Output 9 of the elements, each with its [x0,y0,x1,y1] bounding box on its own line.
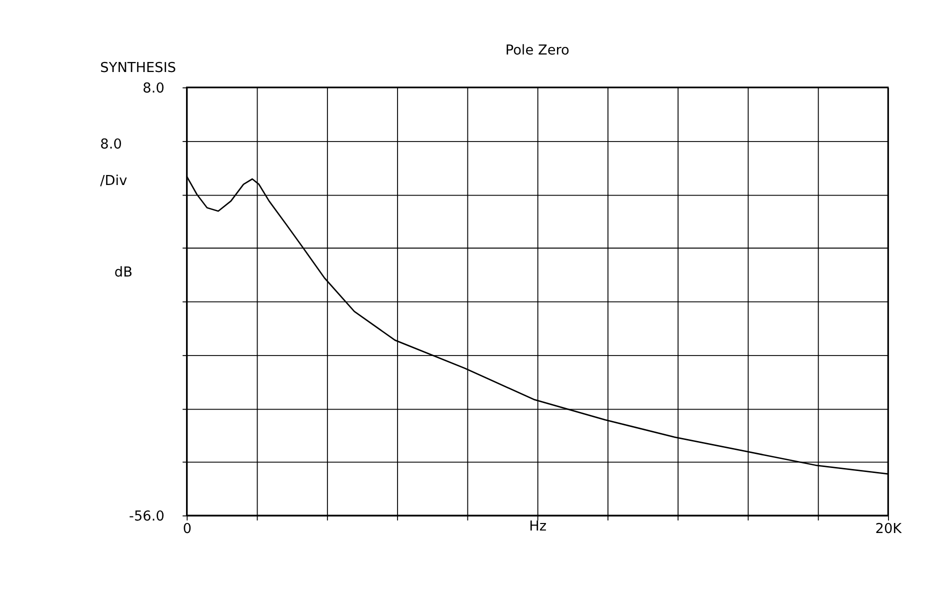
y-tick-label: 8.0 [142,80,164,96]
x-tick-label: 0 [182,521,192,538]
y-axis-title: dB [114,264,132,280]
chart-title: Pole Zero [505,42,570,59]
x-axis-title: Hz [529,518,547,534]
text: 8.0 /Div [100,136,128,189]
x-tick-label: 20K [875,521,903,538]
text: SYNTHESIS [100,60,176,76]
y-tick-label: -56.0 [129,508,164,524]
